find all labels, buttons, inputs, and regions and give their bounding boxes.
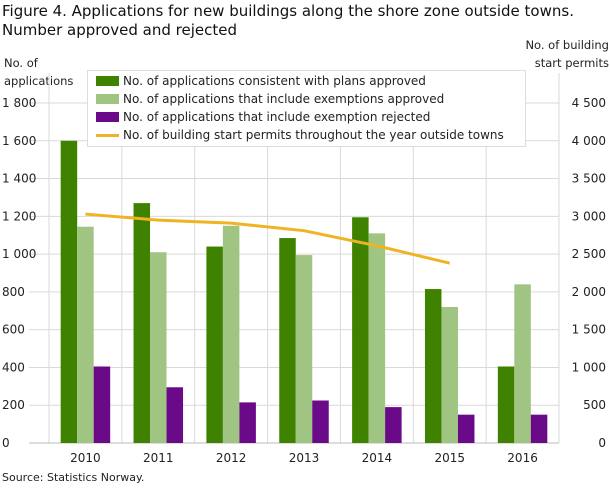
legend-item: No. of applications consistent with plan… (88, 72, 525, 90)
legend-label: No. of building start permits throughout… (123, 128, 504, 142)
bar-2014-2 (385, 407, 402, 443)
y2-tick-label: 1 000 (572, 360, 606, 374)
y-tick-label: 0 (2, 436, 10, 450)
y-tick-label: 200 (2, 398, 25, 412)
bar-2015-1 (441, 307, 458, 443)
y-tick-label: 600 (2, 323, 25, 337)
source-note: Source: Statistics Norway. (2, 471, 145, 484)
legend-item: No. of applications that include exempti… (88, 90, 525, 108)
bar-2013-2 (312, 400, 329, 443)
bar-2016-1 (514, 284, 531, 443)
bar-2012-1 (222, 225, 240, 443)
legend-item: No. of applications that include exempti… (88, 108, 525, 126)
bar-2014-1 (368, 233, 386, 443)
y-axis-label: No. of applications (4, 56, 74, 88)
y2-tick-label: 2 000 (572, 285, 606, 299)
x-tick-label: 2013 (289, 451, 320, 465)
y2-tick-label: 4 000 (572, 134, 606, 148)
legend-swatch (96, 94, 119, 104)
bar-2016-0 (497, 366, 515, 443)
y2-axis-label: No. of building start permits (525, 38, 609, 70)
legend-label: No. of applications that include exempti… (123, 92, 445, 106)
bar-2015-0 (424, 289, 442, 443)
bar-2013-1 (295, 255, 313, 443)
y2-tick-label: 2 500 (572, 247, 606, 261)
x-tick-label: 2010 (70, 451, 101, 465)
legend-swatch (96, 112, 119, 122)
y-tick-label: 1 600 (2, 134, 36, 148)
y-tick-label: 1 800 (2, 96, 36, 110)
x-tick-label: 2015 (434, 451, 465, 465)
bar-2012-0 (206, 246, 223, 443)
bar-2014-0 (352, 217, 369, 443)
line-series (85, 212, 451, 265)
bar-2016-2 (530, 414, 548, 443)
bar-2011-2 (166, 387, 184, 443)
y2-tick-label: 1 500 (572, 323, 606, 337)
legend-item: No. of building start permits throughout… (88, 126, 525, 144)
legend-label: No. of applications that include exempti… (123, 110, 431, 124)
x-tick-label: 2011 (143, 451, 174, 465)
bar-2010-2 (93, 366, 111, 443)
y2-tick-label: 500 (583, 398, 606, 412)
x-tick-label: 2014 (362, 451, 393, 465)
bar-2010-1 (77, 226, 94, 443)
y2-tick-label: 3 500 (572, 172, 606, 186)
y-tick-label: 1 000 (2, 247, 36, 261)
bar-2011-1 (150, 252, 167, 443)
y-tick-label: 400 (2, 360, 25, 374)
legend-swatch (96, 133, 119, 137)
legend-label: No. of applications consistent with plan… (123, 74, 426, 88)
y2-tick-label: 3 000 (572, 209, 606, 223)
y2-tick-label: 4 500 (572, 96, 606, 110)
y-tick-label: 1 200 (2, 209, 36, 223)
y2-tick-label: 0 (598, 436, 606, 450)
y-tick-label: 1 400 (2, 172, 36, 186)
x-tick-label: 2012 (216, 451, 247, 465)
bar-2013-0 (279, 238, 296, 443)
legend-swatch (96, 76, 119, 86)
bar-2011-0 (133, 203, 151, 443)
bar-2012-2 (239, 402, 256, 443)
chart-title: Figure 4. Applications for new buildings… (2, 2, 574, 39)
y-tick-label: 800 (2, 285, 25, 299)
bar-2010-0 (60, 140, 78, 443)
legend: No. of applications consistent with plan… (87, 70, 526, 147)
bar-2015-2 (457, 414, 475, 443)
x-tick-label: 2016 (507, 451, 538, 465)
